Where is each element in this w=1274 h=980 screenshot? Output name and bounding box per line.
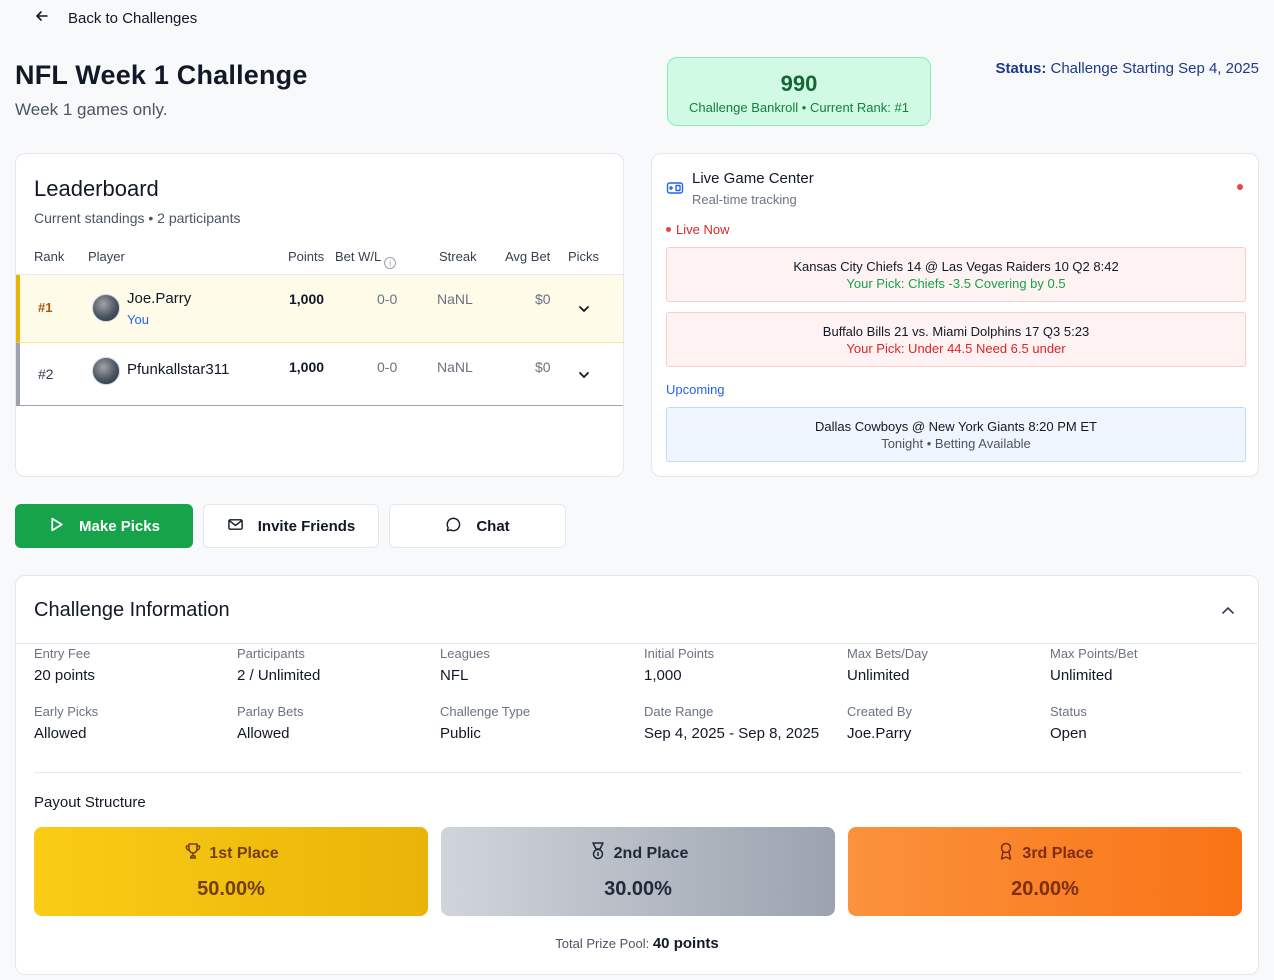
upcoming-label: Upcoming [666, 382, 725, 397]
leaderboard-row[interactable]: #2 Pfunkallstar311 1,000 0-0 NaNL $0 [16, 343, 623, 406]
col-picks: Picks [568, 249, 600, 264]
chat-label: Chat [476, 517, 510, 535]
invite-friends-button[interactable]: Invite Friends [203, 504, 379, 548]
leaderboard-row[interactable]: #1 Joe.Parry You 1,000 0-0 NaNL $0 [16, 275, 623, 343]
live-game-center-card: Live Game Center Real-time tracking Live… [651, 153, 1259, 477]
live-now-label: Live Now [666, 222, 729, 237]
field-created-by: Created By Joe.Parry [847, 704, 913, 742]
bankroll-value: 990 [780, 71, 818, 96]
back-to-challenges-link[interactable]: Back to Challenges [34, 8, 197, 28]
live-indicator-dot [1237, 184, 1243, 190]
field-max-points-bet: Max Points/Bet Unlimited [1050, 646, 1138, 684]
live-game-card[interactable]: Kansas City Chiefs 14 @ Las Vegas Raider… [666, 247, 1246, 302]
you-tag: You [127, 312, 149, 327]
page-subtitle: Week 1 games only. [15, 100, 168, 119]
live-center-title: Live Game Center [692, 170, 814, 187]
field-early-picks: Early Picks Allowed [34, 704, 99, 742]
prize-first-place: 1st Place 50.00% [34, 827, 428, 916]
avatar [92, 294, 120, 322]
award-ribbon-icon [996, 841, 1016, 866]
make-picks-label: Make Picks [79, 517, 160, 535]
divider [34, 772, 1242, 773]
leaderboard-header: Rank Player Points Bet W/L i Streak Avg B… [16, 241, 623, 275]
bankroll-subtitle: Challenge Bankroll • Current Rank: #1 [689, 100, 909, 115]
chat-button[interactable]: Chat [389, 504, 566, 548]
leaderboard-title: Leaderboard [34, 176, 159, 201]
prize-second-place: 2nd Place 30.00% [441, 827, 835, 916]
row-points: 1,000 [289, 291, 325, 307]
chevron-down-icon[interactable] [577, 368, 591, 385]
play-icon [48, 516, 65, 537]
status-label: Status: [995, 60, 1047, 77]
row-points: 1,000 [289, 359, 325, 375]
invite-friends-label: Invite Friends [257, 517, 356, 535]
row-rank: #1 [38, 300, 53, 315]
chevron-up-icon[interactable] [1220, 603, 1236, 619]
leaderboard-card: Leaderboard Current standings • 2 partic… [15, 153, 624, 477]
row-rank: #2 [38, 366, 54, 382]
col-streak: Streak [439, 249, 477, 264]
bankroll-card: 990 Challenge Bankroll • Current Rank: #… [667, 57, 931, 126]
field-status: Status Open [1050, 704, 1087, 742]
prize-percent: 30.00% [604, 878, 672, 900]
info-icon[interactable]: i [384, 257, 397, 269]
field-challenge-type: Challenge Type Public [440, 704, 531, 742]
challenge-info-title: Challenge Information [34, 599, 230, 621]
field-entry-fee: Entry Fee 20 points [34, 646, 95, 684]
prize-place: 3rd Place [1022, 844, 1094, 862]
medal-icon [588, 841, 608, 866]
prize-pool-value: 40 points [652, 935, 719, 952]
make-picks-button[interactable]: Make Picks [15, 504, 193, 548]
status-value: Challenge Starting Sep 4, 2025 [1046, 60, 1260, 77]
row-bet-wl: 0-0 [377, 291, 398, 307]
field-initial-points: Initial Points 1,000 [644, 646, 715, 684]
field-date-range: Date Range Sep 4, 2025 - Sep 8, 2025 [644, 704, 820, 742]
chat-bubble-icon [445, 516, 462, 537]
field-parlay-bets: Parlay Bets Allowed [237, 704, 304, 742]
trophy-icon [183, 841, 203, 866]
game-matchup: Dallas Cowboys @ New York Giants 8:20 PM… [815, 419, 1097, 434]
payout-structure-title: Payout Structure [34, 794, 146, 811]
prize-place: 1st Place [209, 844, 279, 862]
divider [16, 643, 1258, 644]
game-note: Tonight • Betting Available [881, 436, 1031, 451]
gamepad-icon [666, 179, 684, 197]
col-bet-wl: Bet W/L i [335, 249, 397, 269]
prize-third-place: 3rd Place 20.00% [848, 827, 1242, 916]
prize-percent: 50.00% [197, 878, 265, 900]
chevron-down-icon[interactable] [577, 302, 591, 319]
live-game-card[interactable]: Buffalo Bills 21 vs. Miami Dolphins 17 Q… [666, 312, 1246, 367]
game-pick: Your Pick: Under 44.5 Need 6.5 under [846, 341, 1066, 356]
total-prize-pool: Total Prize Pool: 40 points [555, 935, 719, 952]
field-max-bets-day: Max Bets/Day Unlimited [847, 646, 928, 684]
col-player: Player [88, 249, 125, 264]
game-pick: Your Pick: Chiefs -3.5 Covering by 0.5 [846, 276, 1066, 291]
field-leagues: Leagues NFL [440, 646, 490, 684]
leaderboard-subtitle: Current standings • 2 participants [34, 210, 241, 226]
col-rank: Rank [34, 249, 65, 264]
game-score: Buffalo Bills 21 vs. Miami Dolphins 17 Q… [822, 324, 1090, 339]
prize-place: 2nd Place [613, 844, 689, 862]
player-name: Pfunkallstar311 [127, 361, 230, 378]
row-streak: NaNL [437, 359, 473, 375]
col-points: Points [288, 249, 325, 264]
back-label: Back to Challenges [68, 9, 198, 27]
live-center-subtitle: Real-time tracking [692, 192, 797, 207]
challenge-status: Status: Challenge Starting Sep 4, 2025 [996, 60, 1260, 77]
game-score: Kansas City Chiefs 14 @ Las Vegas Raider… [793, 259, 1119, 274]
row-streak: NaNL [437, 291, 473, 307]
col-avg-bet: Avg Bet [505, 249, 551, 264]
player-name: Joe.Parry [127, 290, 192, 307]
arrow-left-icon [34, 8, 50, 28]
mail-icon [227, 516, 244, 537]
avatar [92, 357, 120, 385]
field-participants: Participants 2 / Unlimited [237, 646, 321, 684]
upcoming-game-card[interactable]: Dallas Cowboys @ New York Giants 8:20 PM… [666, 407, 1246, 462]
challenge-info-card: Challenge Information Entry Fee 20 points… [15, 575, 1259, 975]
row-bet-wl: 0-0 [377, 359, 398, 375]
row-avg-bet: $0 [535, 359, 551, 375]
prize-percent: 20.00% [1011, 878, 1079, 900]
page-title: NFL Week 1 Challenge [15, 60, 308, 90]
row-avg-bet: $0 [535, 291, 551, 307]
